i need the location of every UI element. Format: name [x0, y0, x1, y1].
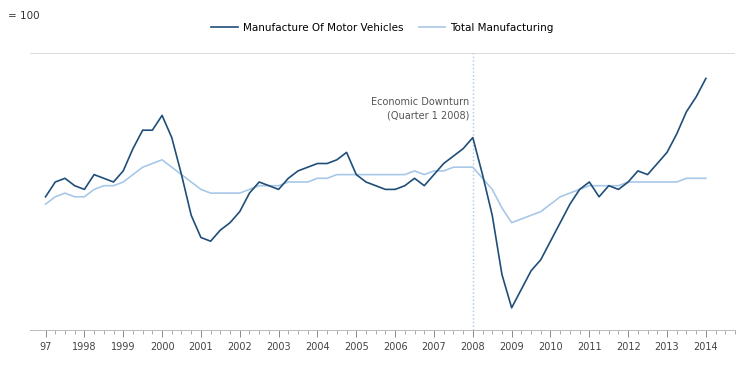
Total Manufacturing: [89, 187, 98, 192]
Total Manufacturing: [701, 176, 710, 180]
Total Manufacturing: [148, 161, 157, 166]
Total Manufacturing: [507, 220, 516, 225]
Manufacture Of Motor Vehicles: [255, 180, 264, 184]
Manufacture Of Motor Vehicles: [507, 306, 516, 310]
Manufacture Of Motor Vehicles: [420, 183, 429, 188]
Manufacture Of Motor Vehicles: [167, 135, 176, 140]
Manufacture Of Motor Vehicles: [41, 195, 50, 199]
Total Manufacturing: [430, 169, 439, 173]
Total Manufacturing: [566, 191, 574, 195]
Manufacture Of Motor Vehicles: [701, 76, 710, 81]
Text: = 100: = 100: [8, 11, 39, 21]
Total Manufacturing: [41, 202, 50, 207]
Total Manufacturing: [158, 158, 166, 162]
Manufacture Of Motor Vehicles: [265, 183, 274, 188]
Line: Manufacture Of Motor Vehicles: Manufacture Of Motor Vehicles: [46, 78, 706, 308]
Manufacture Of Motor Vehicles: [692, 94, 700, 99]
Total Manufacturing: [692, 176, 700, 180]
Manufacture Of Motor Vehicles: [89, 172, 98, 177]
Total Manufacturing: [177, 172, 186, 177]
Line: Total Manufacturing: Total Manufacturing: [46, 160, 706, 223]
Text: Economic Downturn
(Quarter 1 2008): Economic Downturn (Quarter 1 2008): [370, 97, 469, 120]
Legend: Manufacture Of Motor Vehicles, Total Manufacturing: Manufacture Of Motor Vehicles, Total Man…: [207, 19, 558, 37]
